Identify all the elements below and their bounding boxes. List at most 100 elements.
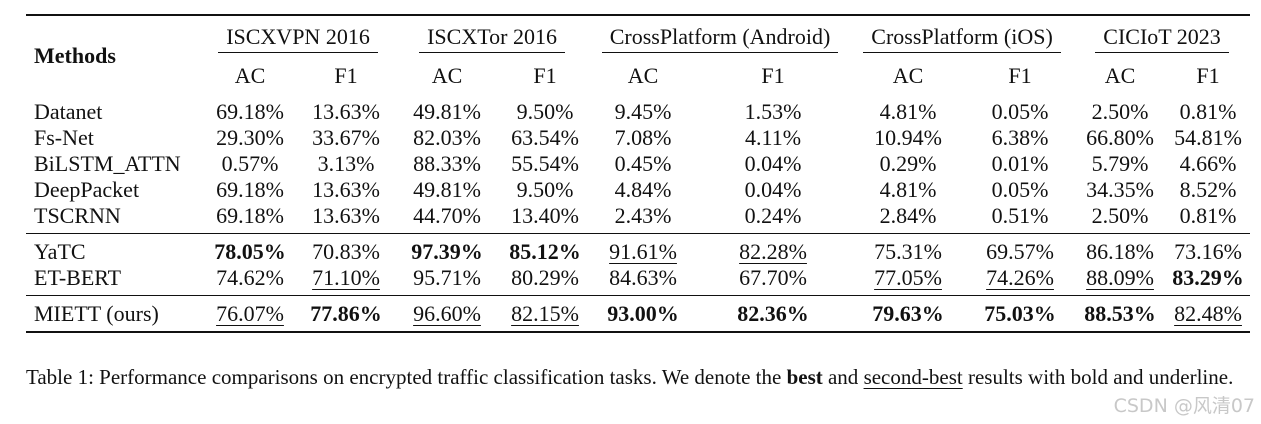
methods-header: Methods [26, 14, 202, 94]
metric-value-text: 84.63% [609, 265, 677, 290]
metric-value-text: 95.71% [413, 265, 481, 290]
metric-header: AC [431, 63, 463, 88]
metric-value: 13.40% [500, 203, 590, 234]
metric-value: 29.30% [202, 125, 298, 151]
metric-value: 0.05% [966, 94, 1074, 125]
metric-value: 85.12% [500, 233, 591, 265]
metric-value-text: 4.81% [879, 99, 937, 124]
metric-value: 75.03% [966, 295, 1075, 333]
metric-value: 66.80% [1074, 125, 1166, 151]
metric-value: 0.24% [696, 203, 850, 234]
metric-value-text: 9.50% [516, 177, 574, 202]
metric-value-text: 88.53% [1084, 301, 1156, 326]
metric-value-text: 82.03% [413, 125, 481, 150]
metric-value-text: 73.16% [1174, 239, 1242, 264]
table-body: Datanet 69.18% 13.63% 49.81% 9.50% 9.45% 1.53%… [26, 94, 1251, 333]
metric-value: 6.38% [966, 125, 1074, 151]
metric-value: 5.79% [1074, 151, 1166, 177]
metric-value-text: 8.52% [1179, 177, 1237, 202]
metric-value-text: 0.05% [991, 177, 1049, 202]
metric-value: 0.04% [696, 151, 850, 177]
metric-value-text: 71.10% [312, 265, 380, 290]
metric-value-text: 86.18% [1086, 239, 1154, 264]
metric-value-text: 34.35% [1086, 177, 1154, 202]
metric-value: 33.67% [298, 125, 394, 151]
metric-value-text: 69.18% [216, 203, 284, 228]
metric-value-text: 63.54% [511, 125, 579, 150]
metric-value-text: 75.03% [984, 301, 1056, 326]
caption-text: Table 1: Performance comparisons on encr… [26, 365, 787, 389]
metric-value-text: 54.81% [1174, 125, 1242, 150]
metric-value-text: 0.29% [879, 151, 937, 176]
metric-value-text: 4.11% [745, 125, 802, 150]
metric-value: 70.83% [298, 233, 395, 265]
metric-value-text: 0.04% [744, 151, 802, 176]
metric-value: 78.05% [202, 233, 298, 265]
method-name: Datanet [34, 99, 103, 124]
metric-value-text: 69.57% [986, 239, 1054, 264]
metric-value: 10.94% [850, 125, 966, 151]
metric-value-text: 9.50% [516, 99, 574, 124]
caption-second-best: second-best [863, 365, 963, 389]
metric-value-text: 5.79% [1091, 151, 1149, 176]
metric-value-text: 76.07% [216, 301, 284, 326]
method-name: BiLSTM_ATTN [34, 151, 181, 176]
metric-value-text: 1.53% [744, 99, 802, 124]
metric-value-text: 96.60% [413, 301, 481, 326]
metric-value: 49.81% [394, 94, 500, 125]
metric-value-text: 66.80% [1086, 125, 1154, 150]
metric-value-text: 83.29% [1172, 265, 1244, 290]
metric-value-text: 75.31% [874, 239, 942, 264]
metric-value: 91.61% [590, 233, 697, 265]
metric-value-text: 69.18% [216, 177, 284, 202]
metric-value: 13.63% [298, 203, 394, 234]
metric-value: 86.18% [1074, 233, 1167, 265]
metric-value-text: 2.50% [1091, 203, 1149, 228]
method-name: TSCRNN [34, 203, 121, 228]
metric-value: 74.26% [966, 265, 1074, 296]
metric-value-text: 0.81% [1179, 203, 1237, 228]
metric-value-text: 33.67% [312, 125, 380, 150]
metric-value: 4.81% [850, 177, 966, 203]
metric-value-text: 7.08% [614, 125, 672, 150]
metric-value-text: 77.86% [310, 301, 382, 326]
metric-header: F1 [761, 63, 785, 88]
metric-value: 77.05% [850, 265, 966, 296]
metric-value-text: 67.70% [739, 265, 807, 290]
metric-value-text: 2.84% [879, 203, 937, 228]
table-row: YaTC 78.05% 70.83% 97.39% 85.12% 91.61% 82.28%… [26, 233, 1251, 265]
metric-value-text: 82.28% [739, 239, 807, 264]
metric-value: 54.81% [1166, 125, 1250, 151]
metric-value: 2.50% [1074, 203, 1166, 234]
metric-value: 88.33% [394, 151, 500, 177]
results-table: Methods ISCXVPN 2016 ISCXTor 2016 CrossP… [26, 14, 1251, 333]
metric-value: 74.62% [202, 265, 298, 296]
metric-value-text: 0.45% [614, 151, 672, 176]
dataset-header: CrossPlatform (Android) [590, 14, 851, 58]
metric-value: 63.54% [500, 125, 590, 151]
method-name: DeepPacket [34, 177, 140, 202]
metric-value-text: 2.43% [614, 203, 672, 228]
metric-value-text: 49.81% [413, 99, 481, 124]
metric-value: 96.60% [394, 295, 501, 333]
metric-value: 93.00% [590, 295, 697, 333]
metric-header: F1 [533, 63, 557, 88]
metric-value-text: 0.04% [744, 177, 802, 202]
method-name: ET-BERT [34, 265, 122, 290]
metric-value: 49.81% [394, 177, 500, 203]
metric-value-text: 85.12% [509, 239, 581, 264]
metric-value: 9.50% [500, 94, 590, 125]
metric-value-text: 79.63% [872, 301, 944, 326]
metric-value: 0.45% [590, 151, 696, 177]
metric-value-text: 82.48% [1174, 301, 1242, 326]
table-row: TSCRNN 69.18% 13.63% 44.70% 13.40% 2.43% 0.24%… [26, 203, 1250, 234]
metric-value: 13.63% [298, 94, 394, 125]
metric-value-text: 13.40% [511, 203, 579, 228]
metric-value-text: 69.18% [216, 99, 284, 124]
metric-value-text: 49.81% [413, 177, 481, 202]
metric-header: AC [627, 63, 659, 88]
metric-value: 69.18% [202, 177, 298, 203]
metric-value: 82.36% [696, 295, 851, 333]
metric-value: 4.81% [850, 94, 966, 125]
metric-value: 84.63% [590, 265, 696, 296]
